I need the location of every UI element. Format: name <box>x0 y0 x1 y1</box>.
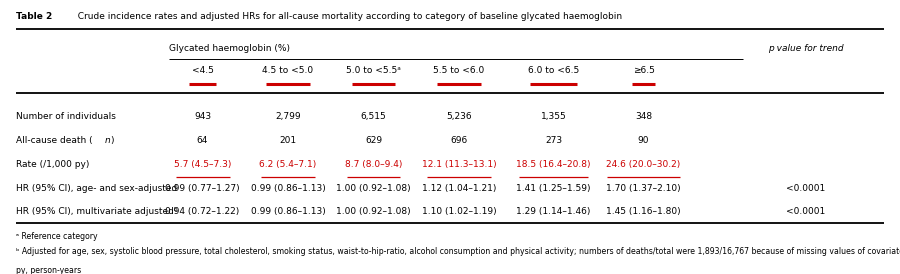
Text: Number of individuals: Number of individuals <box>16 112 116 121</box>
Text: 2,799: 2,799 <box>275 112 301 121</box>
Text: <0.0001: <0.0001 <box>786 184 825 193</box>
Text: n: n <box>104 136 110 145</box>
Text: 1,355: 1,355 <box>541 112 566 121</box>
Text: 696: 696 <box>450 136 468 145</box>
Text: 0.99 (0.86–1.13): 0.99 (0.86–1.13) <box>250 184 326 193</box>
Text: 1.29 (1.14–1.46): 1.29 (1.14–1.46) <box>517 207 590 216</box>
Text: 6,515: 6,515 <box>361 112 386 121</box>
Text: 1.10 (1.02–1.19): 1.10 (1.02–1.19) <box>422 207 496 216</box>
Text: 1.45 (1.16–1.80): 1.45 (1.16–1.80) <box>607 207 680 216</box>
Text: 18.5 (16.4–20.8): 18.5 (16.4–20.8) <box>517 160 590 169</box>
Text: p value for trend: p value for trend <box>768 44 843 53</box>
Text: HR (95% CI), age- and sex-adjusted: HR (95% CI), age- and sex-adjusted <box>16 184 177 193</box>
Text: 0.94 (0.72–1.22): 0.94 (0.72–1.22) <box>166 207 239 216</box>
Text: 6.0 to <6.5: 6.0 to <6.5 <box>528 66 579 75</box>
Text: ≥6.5: ≥6.5 <box>633 66 654 75</box>
Text: ᵃ Reference category: ᵃ Reference category <box>16 232 98 241</box>
Text: 1.70 (1.37–2.10): 1.70 (1.37–2.10) <box>607 184 680 193</box>
Text: 0.99 (0.77–1.27): 0.99 (0.77–1.27) <box>166 184 239 193</box>
Text: Table 2: Table 2 <box>16 12 52 21</box>
Text: 629: 629 <box>364 136 382 145</box>
Text: 8.7 (8.0–9.4): 8.7 (8.0–9.4) <box>345 160 402 169</box>
Text: Rate (/1,000 py): Rate (/1,000 py) <box>16 160 90 169</box>
Text: 348: 348 <box>634 112 652 121</box>
Text: ᵇ Adjusted for age, sex, systolic blood pressure, total cholesterol, smoking sta: ᵇ Adjusted for age, sex, systolic blood … <box>16 247 900 256</box>
Text: 64: 64 <box>197 136 208 145</box>
Text: 1.12 (1.04–1.21): 1.12 (1.04–1.21) <box>422 184 496 193</box>
Text: ): ) <box>111 136 114 145</box>
Text: <0.0001: <0.0001 <box>786 207 825 216</box>
Text: 1.00 (0.92–1.08): 1.00 (0.92–1.08) <box>337 184 410 193</box>
Text: 24.6 (20.0–30.2): 24.6 (20.0–30.2) <box>607 160 680 169</box>
Text: 5.7 (4.5–7.3): 5.7 (4.5–7.3) <box>174 160 231 169</box>
Text: py, person-years: py, person-years <box>16 266 81 274</box>
Text: 5.5 to <6.0: 5.5 to <6.0 <box>434 66 484 75</box>
Text: HR (95% CI), multivariate adjustedᵇ: HR (95% CI), multivariate adjustedᵇ <box>16 207 178 216</box>
Text: 1.41 (1.25–1.59): 1.41 (1.25–1.59) <box>517 184 590 193</box>
Text: 0.99 (0.86–1.13): 0.99 (0.86–1.13) <box>250 207 326 216</box>
Text: 4.5 to <5.0: 4.5 to <5.0 <box>263 66 313 75</box>
Text: 5.0 to <5.5ᵃ: 5.0 to <5.5ᵃ <box>346 66 400 75</box>
Text: 201: 201 <box>279 136 297 145</box>
Text: Glycated haemoglobin (%): Glycated haemoglobin (%) <box>169 44 290 53</box>
Text: Crude incidence rates and adjusted HRs for all-cause mortality according to cate: Crude incidence rates and adjusted HRs f… <box>72 12 622 21</box>
Text: All-cause death (: All-cause death ( <box>16 136 93 145</box>
Text: 943: 943 <box>194 112 212 121</box>
Text: 12.1 (11.3–13.1): 12.1 (11.3–13.1) <box>422 160 496 169</box>
Text: 1.00 (0.92–1.08): 1.00 (0.92–1.08) <box>337 207 410 216</box>
Text: 273: 273 <box>544 136 562 145</box>
Text: <4.5: <4.5 <box>192 66 213 75</box>
Text: 6.2 (5.4–7.1): 6.2 (5.4–7.1) <box>259 160 317 169</box>
Text: 90: 90 <box>638 136 649 145</box>
Text: 5,236: 5,236 <box>446 112 472 121</box>
